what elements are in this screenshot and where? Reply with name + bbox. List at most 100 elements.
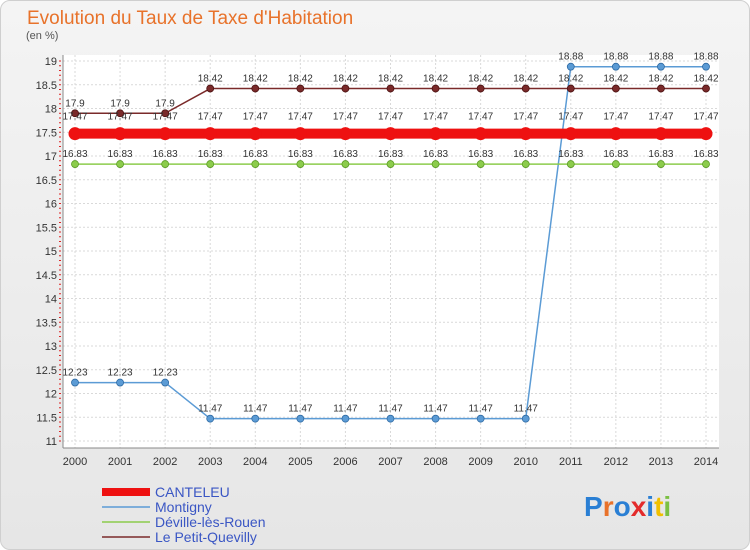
y-minor-tick xyxy=(59,136,61,138)
y-minor-tick xyxy=(59,440,61,442)
data-label: 11.47 xyxy=(198,404,223,415)
logo-letter: o xyxy=(614,491,631,522)
data-label: 16.83 xyxy=(693,149,718,160)
data-point xyxy=(564,127,578,141)
data-point xyxy=(474,127,488,141)
y-minor-tick xyxy=(59,131,61,133)
y-tick-label: 16.5 xyxy=(36,175,57,187)
logo-letter: P xyxy=(584,491,603,522)
data-label: 11.47 xyxy=(333,404,358,415)
data-point xyxy=(296,414,305,423)
y-minor-tick xyxy=(59,293,61,295)
data-label: 11.47 xyxy=(378,404,403,415)
y-minor-tick xyxy=(59,222,61,223)
logo-letter: i xyxy=(646,491,654,522)
data-label: 16.83 xyxy=(62,149,87,160)
data-label: 11.47 xyxy=(514,404,539,415)
data-label: 18.42 xyxy=(468,74,493,85)
y-minor-tick xyxy=(59,98,61,100)
data-point xyxy=(203,127,217,141)
data-point xyxy=(657,160,665,168)
data-label: 18.42 xyxy=(558,74,583,85)
data-label: 17.47 xyxy=(558,112,583,123)
data-point xyxy=(293,127,307,141)
y-minor-tick xyxy=(59,198,61,200)
y-minor-tick xyxy=(59,388,61,390)
data-point xyxy=(611,62,620,71)
data-point xyxy=(521,84,530,93)
y-tick-label: 15.5 xyxy=(36,222,57,234)
y-minor-tick xyxy=(59,331,61,333)
data-point xyxy=(161,160,170,168)
x-tick-label: 2005 xyxy=(288,456,312,468)
data-point xyxy=(702,84,710,93)
data-label: 17.9 xyxy=(155,98,175,109)
data-point xyxy=(71,109,79,118)
y-minor-tick xyxy=(59,355,61,356)
data-label: 18.42 xyxy=(243,74,268,85)
data-point xyxy=(113,127,127,141)
data-label: 16.83 xyxy=(468,149,493,160)
data-point xyxy=(251,160,260,168)
data-point xyxy=(521,414,530,423)
data-label: 11.47 xyxy=(243,404,268,415)
data-point xyxy=(476,84,485,93)
data-point xyxy=(609,127,623,141)
y-minor-tick xyxy=(59,340,61,342)
logo-letter: x xyxy=(631,491,647,522)
data-label: 18.42 xyxy=(333,74,358,85)
data-label: 17.9 xyxy=(110,98,130,109)
grid xyxy=(63,55,719,448)
data-point xyxy=(654,127,668,141)
y-minor-tick xyxy=(59,288,61,290)
data-point xyxy=(476,160,485,168)
y-minor-tick xyxy=(59,117,61,119)
data-point xyxy=(161,109,170,118)
legend-label: Montigny xyxy=(155,499,212,515)
data-point xyxy=(521,160,530,168)
data-point xyxy=(158,127,172,141)
data-point xyxy=(206,160,215,168)
data-label: 18.42 xyxy=(693,74,718,85)
legend-label: CANTELEU xyxy=(155,484,230,500)
y-minor-tick xyxy=(59,212,61,214)
data-label: 18.88 xyxy=(558,52,583,63)
x-tick-label: 2004 xyxy=(243,456,267,468)
data-point xyxy=(702,62,710,71)
data-label: 16.83 xyxy=(648,149,673,160)
data-label: 18.42 xyxy=(198,74,223,85)
y-minor-tick xyxy=(59,203,61,204)
y-minor-tick xyxy=(59,150,61,152)
data-point xyxy=(338,127,352,141)
data-point xyxy=(161,378,170,387)
y-minor-tick xyxy=(59,345,61,347)
y-minor-tick xyxy=(59,312,61,314)
data-label: 18.42 xyxy=(423,74,448,85)
y-minor-tick xyxy=(59,374,61,375)
y-minor-tick xyxy=(59,321,61,323)
y-minor-tick xyxy=(59,108,61,109)
data-label: 16.83 xyxy=(198,149,223,160)
y-tick-label: 14 xyxy=(45,294,57,306)
y-tick-label: 18.5 xyxy=(36,80,57,92)
data-point xyxy=(611,84,620,93)
y-minor-tick xyxy=(59,84,61,86)
y-minor-tick xyxy=(59,326,61,328)
chart-title: Evolution du Taux de Taxe d'Habitation xyxy=(27,8,353,29)
data-label: 17.47 xyxy=(62,112,87,123)
data-label: 16.83 xyxy=(288,149,313,160)
y-minor-tick xyxy=(59,122,61,124)
y-minor-tick xyxy=(59,431,61,432)
data-label: 17.47 xyxy=(333,112,358,123)
data-label: 11.47 xyxy=(423,404,448,415)
y-minor-tick xyxy=(59,364,61,366)
y-minor-tick xyxy=(59,269,61,271)
data-point xyxy=(476,414,485,423)
y-minor-tick xyxy=(59,250,61,252)
data-label: 18.42 xyxy=(603,74,628,85)
data-labels: 17.47 17.47 17.47 17.47 17.47 17.47 17.47 17.47… xyxy=(62,52,718,415)
x-tick-label: 2000 xyxy=(63,456,87,468)
y-minor-tick xyxy=(59,231,61,233)
y-minor-tick xyxy=(59,402,61,404)
y-minor-tick xyxy=(59,155,61,157)
